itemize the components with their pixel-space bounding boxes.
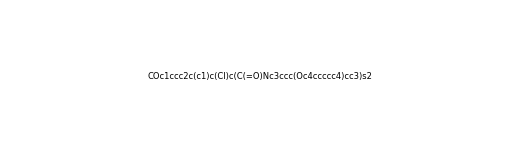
Text: COc1ccc2c(c1)c(Cl)c(C(=O)Nc3ccc(Oc4ccccc4)cc3)s2: COc1ccc2c(c1)c(Cl)c(C(=O)Nc3ccc(Oc4ccccc…: [148, 72, 373, 81]
